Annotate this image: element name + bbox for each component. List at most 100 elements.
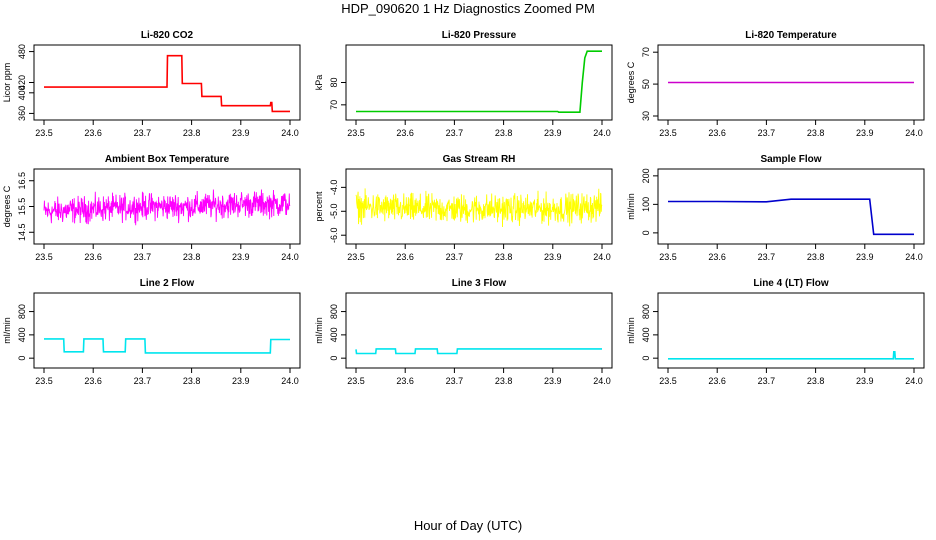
x-tick-label: 23.7 bbox=[758, 252, 776, 262]
x-tick-label: 23.8 bbox=[183, 252, 201, 262]
y-tick-label: 80 bbox=[329, 77, 339, 87]
y-tick-label: 70 bbox=[641, 47, 651, 57]
x-tick-label: 23.7 bbox=[446, 128, 464, 138]
x-tick-label: 23.5 bbox=[659, 376, 677, 386]
chart-panel-7: Line 2 Flow ml/min 23.5 23.6 23.7 23.8 23.9 24.… bbox=[2, 278, 301, 386]
y-axis-label: ml/min bbox=[626, 193, 636, 220]
chart-panel-1: Li-820 CO2 Licor ppm 23.5 23.6 23.7 23.8 23.9 2… bbox=[2, 30, 301, 138]
page-title: HDP_090620 1 Hz Diagnostics Zoomed PM bbox=[341, 1, 595, 16]
series-line bbox=[44, 338, 290, 354]
x-tick-label: 23.8 bbox=[807, 252, 825, 262]
y-tick-label: 800 bbox=[329, 304, 339, 319]
x-tick-label: 24.0 bbox=[905, 376, 923, 386]
chart-panel-5: Gas Stream RH percent 23.5 23.6 23.7 23.8 23.9… bbox=[314, 154, 613, 262]
x-tick-label: 24.0 bbox=[593, 252, 611, 262]
x-tick-label: 23.6 bbox=[396, 252, 414, 262]
y-tick-label: 0 bbox=[17, 356, 27, 361]
y-tick-label: 15.5 bbox=[17, 198, 27, 216]
y-axis-label: ml/min bbox=[626, 317, 636, 344]
x-tick-label: 23.5 bbox=[347, 128, 365, 138]
y-tick-label: 400 bbox=[17, 327, 27, 342]
x-tick-label: 23.6 bbox=[708, 252, 726, 262]
y-axis-label: ml/min bbox=[2, 317, 12, 344]
x-tick-label: 23.8 bbox=[807, 128, 825, 138]
x-tick-label: 23.6 bbox=[84, 128, 102, 138]
plot-frame bbox=[345, 168, 613, 245]
x-tick-label: 23.5 bbox=[35, 376, 53, 386]
x-tick-label: 23.5 bbox=[35, 128, 53, 138]
x-tick-label: 23.7 bbox=[134, 252, 152, 262]
x-tick-label: 23.8 bbox=[807, 376, 825, 386]
y-tick-label: 30 bbox=[641, 111, 651, 121]
plot-frame bbox=[657, 292, 925, 369]
y-tick-label: 200 bbox=[641, 168, 651, 183]
x-tick-label: 23.7 bbox=[134, 376, 152, 386]
chart-title: Li-820 CO2 bbox=[141, 30, 194, 41]
y-tick-label: 400 bbox=[329, 327, 339, 342]
y-tick-label: 420 bbox=[17, 75, 27, 90]
x-tick-label: 23.7 bbox=[446, 376, 464, 386]
y-tick-label: 70 bbox=[329, 100, 339, 110]
series-line bbox=[355, 348, 602, 355]
x-tick-label: 23.6 bbox=[708, 376, 726, 386]
x-tick-label: 23.9 bbox=[856, 252, 874, 262]
series-line bbox=[356, 50, 602, 113]
y-tick-label: 400 bbox=[641, 327, 651, 342]
page-x-axis-label: Hour of Day (UTC) bbox=[413, 518, 523, 533]
y-tick-label: -6.0 bbox=[329, 227, 339, 243]
x-tick-label: 24.0 bbox=[281, 128, 299, 138]
y-axis-label: percent bbox=[314, 191, 324, 222]
chart-title: Line 2 Flow bbox=[140, 278, 195, 289]
y-axis-label: ml/min bbox=[314, 317, 324, 344]
x-tick-label: 23.5 bbox=[347, 252, 365, 262]
x-tick-label: 23.9 bbox=[232, 252, 250, 262]
y-axis-label: Licor ppm bbox=[2, 63, 12, 103]
x-tick-label: 24.0 bbox=[281, 252, 299, 262]
x-tick-label: 23.5 bbox=[659, 252, 677, 262]
chart-panel-2: Li-820 Pressure kPa 23.5 23.6 23.7 23.8 23.9 24… bbox=[314, 30, 613, 138]
plot-frame bbox=[657, 44, 925, 121]
x-tick-label: 23.6 bbox=[84, 376, 102, 386]
x-tick-label: 23.7 bbox=[446, 252, 464, 262]
x-tick-label: 24.0 bbox=[593, 128, 611, 138]
x-tick-label: 23.9 bbox=[232, 128, 250, 138]
x-tick-label: 23.8 bbox=[183, 376, 201, 386]
y-tick-label: 480 bbox=[17, 44, 27, 59]
y-tick-label: 0 bbox=[641, 230, 651, 235]
y-axis-label: degrees C bbox=[2, 185, 12, 227]
y-axis-label: degrees C bbox=[626, 61, 636, 103]
x-tick-label: 23.8 bbox=[495, 128, 513, 138]
chart-title: Line 4 (LT) Flow bbox=[753, 278, 829, 289]
plot-frame bbox=[345, 292, 613, 369]
y-tick-label: 14.5 bbox=[17, 224, 27, 242]
x-tick-label: 23.7 bbox=[758, 128, 776, 138]
series-line bbox=[44, 54, 290, 113]
x-tick-label: 23.6 bbox=[708, 128, 726, 138]
chart-panel-3: Li-820 Temperature degrees C 23.5 23.6 23.7 2… bbox=[626, 30, 925, 138]
chart-title: Sample Flow bbox=[760, 154, 821, 165]
series-line bbox=[668, 350, 914, 360]
x-tick-label: 23.6 bbox=[84, 252, 102, 262]
x-tick-label: 23.6 bbox=[396, 376, 414, 386]
x-tick-label: 23.9 bbox=[544, 252, 562, 262]
chart-panel-8: Line 3 Flow ml/min 23.5 23.6 23.7 23.8 23.9 24.… bbox=[314, 278, 613, 386]
x-tick-label: 24.0 bbox=[593, 376, 611, 386]
x-tick-label: 23.9 bbox=[232, 376, 250, 386]
x-tick-label: 23.8 bbox=[495, 252, 513, 262]
x-tick-label: 23.5 bbox=[347, 376, 365, 386]
x-tick-label: 23.9 bbox=[856, 376, 874, 386]
chart-title: Gas Stream RH bbox=[443, 154, 516, 165]
plot-frame bbox=[345, 44, 613, 121]
chart-panel-9: Line 4 (LT) Flow ml/min 23.5 23.6 23.7 23.8 23… bbox=[626, 278, 925, 386]
chart-panel-4: Ambient Box Temperature degrees C 23.5 23.6… bbox=[2, 154, 301, 262]
x-tick-label: 23.7 bbox=[758, 376, 776, 386]
x-tick-label: 24.0 bbox=[905, 128, 923, 138]
x-tick-label: 23.9 bbox=[856, 128, 874, 138]
x-tick-label: 24.0 bbox=[281, 376, 299, 386]
x-tick-label: 23.8 bbox=[495, 376, 513, 386]
x-tick-label: 23.8 bbox=[183, 128, 201, 138]
y-tick-label: 50 bbox=[641, 79, 651, 89]
y-tick-label: -4.0 bbox=[329, 180, 339, 196]
x-tick-label: 23.9 bbox=[544, 128, 562, 138]
